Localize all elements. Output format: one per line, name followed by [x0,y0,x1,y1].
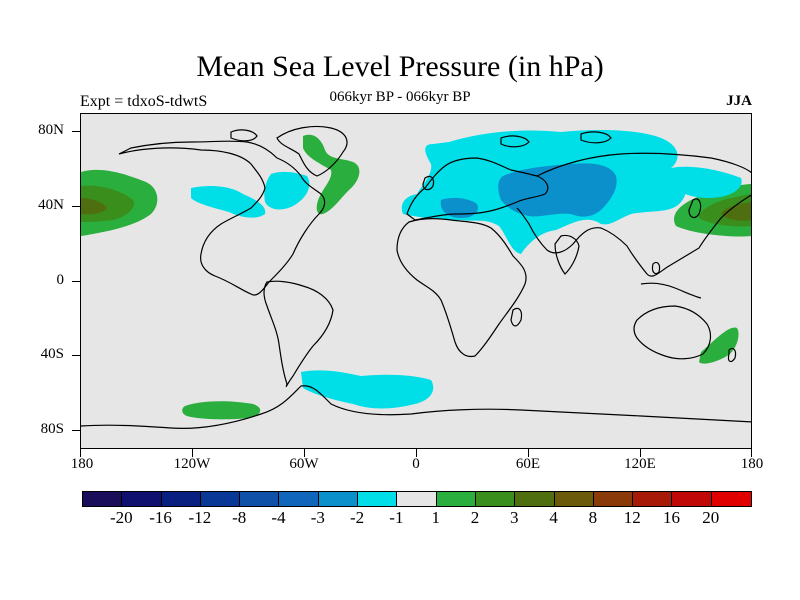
coastlines [81,125,751,429]
colorbar-label: 3 [510,508,519,527]
colorbar-label: -8 [232,508,247,527]
anomaly-eurasia-west [440,197,479,218]
colorbar-label: 4 [549,508,558,527]
colorbar-swatch-11 [515,492,555,506]
x-tick-0 [416,449,417,457]
x-tick-180e [751,449,752,457]
colorbar-label: 8 [588,508,598,527]
y-label-80s: 80S [40,421,64,437]
colorbar-label: 2 [470,508,480,527]
x-tick-60e [528,449,529,457]
anomaly-south-atlantic [301,370,434,409]
colorbar-label: -20 [109,508,133,527]
colorbar-swatch-5 [279,492,319,506]
anomaly-north-atlantic-east [191,186,266,218]
colorbar-swatch-7 [358,492,398,506]
x-tick-120w [192,449,193,457]
colorbar-swatch-0 [83,492,123,506]
colorbar-label: -3 [310,508,325,527]
colorbar-swatch-1 [122,492,162,506]
colorbar-swatch-6 [318,492,359,506]
map-svg [81,125,751,429]
experiment-label: Expt = tdxoS-tdwtS [80,93,208,110]
colorbar-label: 1 [431,508,440,527]
y-label-40s: 40S [40,346,64,362]
x-label-60e: 60E [515,456,541,472]
y-tick-40s [72,355,80,356]
colorbar-label: 16 [663,508,680,527]
colorbar-swatch-2 [161,492,201,506]
anomaly-eurasia-core [498,163,617,217]
y-tick-0 [72,281,80,282]
x-label-120w: 120W [173,456,211,472]
y-tick-80s [72,430,80,431]
y-label-80n: 80N [38,122,64,138]
chart-title: Mean Sea Level Pressure (in hPa) [196,50,604,83]
colorbar-swatch-4 [240,492,280,506]
anomaly-south-pacific [182,401,261,420]
colorbar-swatch-9 [436,492,476,506]
y-tick-40n [72,206,80,207]
x-tick-60w [304,449,305,457]
anomaly-eurasia-east [671,166,742,198]
colorbar-swatch-13 [593,492,634,506]
world-map-plot [80,113,752,449]
period-label: 066kyr BP - 066kyr BP [329,89,471,105]
x-tick-180w [80,449,81,457]
colorbar-swatch-3 [200,492,241,506]
anomaly-tasman [699,327,739,364]
x-label-120e: 120E [624,456,656,472]
colorbar-swatch-15 [672,492,712,506]
x-label-0: 0 [412,456,420,472]
anomaly-north-pacific-east-peak [81,198,107,215]
colorbar-swatch-14 [633,492,673,506]
anomaly-north-america [264,171,310,210]
colorbar-label: -1 [389,508,404,527]
colorbar-label: 20 [702,508,720,527]
y-tick-80n [72,131,80,132]
colorbar-label: -16 [149,508,172,527]
anomaly-greenland [303,134,360,215]
anomaly-north-pacific-west-peak [721,202,751,221]
colorbar-swatch-8 [397,492,437,506]
colorbar-swatch-10 [475,492,516,506]
y-label-40n: 40N [38,197,64,213]
colorbar-label: -12 [188,508,212,527]
colorbar [82,491,753,507]
colorbar-swatch-16 [711,492,752,506]
colorbar-swatch-12 [554,492,594,506]
x-label-180e: 180 [740,456,764,472]
x-label-60w: 60W [289,456,319,472]
x-label-180w: 180 [70,456,94,472]
x-tick-120e [640,449,641,457]
colorbar-label: 12 [623,508,641,527]
y-label-0: 0 [56,272,65,288]
colorbar-label: -2 [350,508,365,527]
season-label: JJA [726,93,752,109]
colorbar-label: -4 [271,508,286,527]
